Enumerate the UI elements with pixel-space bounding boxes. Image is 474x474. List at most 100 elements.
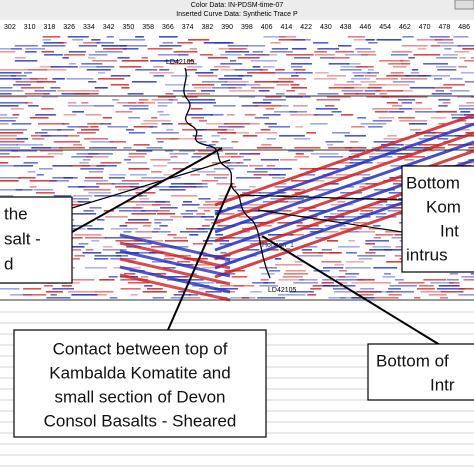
seismic-event xyxy=(49,180,69,182)
seismic-event xyxy=(229,60,237,62)
trace-number: 366 xyxy=(162,24,174,31)
seismic-event xyxy=(116,255,128,257)
seismic-event xyxy=(384,231,400,233)
seismic-event xyxy=(321,231,339,233)
seismic-event xyxy=(127,219,149,221)
seismic-event xyxy=(154,222,162,224)
seismic-event xyxy=(357,117,367,119)
seismic-event xyxy=(335,279,364,281)
window-button[interactable] xyxy=(454,0,474,10)
seismic-event xyxy=(310,123,328,125)
seismic-event xyxy=(0,114,8,116)
seismic-event xyxy=(423,63,449,65)
seismic-event xyxy=(14,57,26,59)
seismic-event xyxy=(360,123,387,125)
seismic-event xyxy=(146,147,163,149)
seismic-event xyxy=(462,48,474,50)
seismic-event xyxy=(29,78,48,80)
seismic-event xyxy=(373,141,395,143)
seismic-event xyxy=(410,72,420,74)
annotation-box xyxy=(13,329,267,438)
seismic-event xyxy=(96,66,115,68)
seismic-event xyxy=(188,39,210,41)
seismic-event xyxy=(0,78,22,80)
seismic-event xyxy=(228,126,243,128)
seismic-event xyxy=(355,294,374,296)
seismic-event xyxy=(42,36,61,38)
seismic-event xyxy=(71,294,98,296)
seismic-event xyxy=(282,276,303,278)
seismic-event xyxy=(460,72,474,74)
seismic-event xyxy=(201,180,219,182)
seismic-event xyxy=(290,189,306,191)
seismic-event xyxy=(250,60,278,62)
seismic-event xyxy=(458,108,474,110)
seismic-event xyxy=(159,225,168,227)
seismic-event xyxy=(233,285,255,287)
seismic-event xyxy=(301,246,318,248)
seismic-event xyxy=(280,105,289,107)
seismic-event xyxy=(10,75,27,77)
seismic-event xyxy=(290,84,300,86)
seismic-event xyxy=(187,66,203,68)
seismic-event xyxy=(201,225,210,227)
seismic-event xyxy=(87,228,104,230)
trace-number: 350 xyxy=(123,24,135,31)
seismic-event xyxy=(196,129,208,131)
seismic-event xyxy=(82,159,91,161)
seismic-event xyxy=(434,39,454,41)
seismic-event xyxy=(333,84,362,86)
seismic-event xyxy=(81,63,103,65)
seismic-event xyxy=(115,240,143,242)
seismic-event xyxy=(193,282,215,284)
seismic-event xyxy=(197,228,221,230)
well-log xyxy=(183,67,271,279)
trace-number: 374 xyxy=(182,24,194,31)
seismic-event xyxy=(53,141,81,143)
seismic-event xyxy=(67,105,95,107)
seismic-event xyxy=(217,132,237,134)
seismic-event xyxy=(224,75,244,77)
seismic-event xyxy=(36,174,44,176)
seismic-event xyxy=(372,246,391,248)
seismic-event xyxy=(12,114,20,116)
seismic-event xyxy=(181,204,200,206)
seismic-event xyxy=(72,195,93,197)
seismic-event xyxy=(261,144,272,146)
seismic-event xyxy=(254,105,282,107)
seismic-event xyxy=(0,189,23,191)
seismic-event xyxy=(235,237,255,239)
seismic-event xyxy=(374,111,389,113)
seismic-event xyxy=(372,120,392,122)
seismic-event xyxy=(328,147,353,149)
seismic-event xyxy=(328,297,346,299)
seismic-event xyxy=(404,144,414,146)
seismic-event xyxy=(240,249,260,251)
seismic-event xyxy=(144,285,153,287)
annotation-box xyxy=(367,343,474,401)
seismic-event xyxy=(325,105,335,107)
seismic-event xyxy=(397,99,416,101)
seismic-event xyxy=(439,297,448,299)
seismic-event xyxy=(190,174,200,176)
seismic-event xyxy=(115,186,140,188)
seismic-event xyxy=(371,282,392,284)
seismic-event xyxy=(30,135,51,137)
seismic-event xyxy=(77,186,100,188)
seismic-event xyxy=(188,297,201,299)
seismic-event xyxy=(294,147,321,149)
seismic-event xyxy=(400,60,410,62)
seismic-event xyxy=(423,279,447,281)
seismic-event xyxy=(46,297,71,299)
seismic-event xyxy=(408,57,415,59)
seismic-event xyxy=(391,51,413,53)
seismic-event xyxy=(157,141,164,143)
seismic-event xyxy=(450,78,463,80)
seismic-event xyxy=(78,45,98,47)
seismic-event xyxy=(448,282,460,284)
seismic-event xyxy=(213,105,236,107)
seismic-event xyxy=(190,273,197,275)
seismic-event xyxy=(227,258,242,260)
seismic-event xyxy=(220,54,242,56)
seismic-event xyxy=(436,288,465,290)
